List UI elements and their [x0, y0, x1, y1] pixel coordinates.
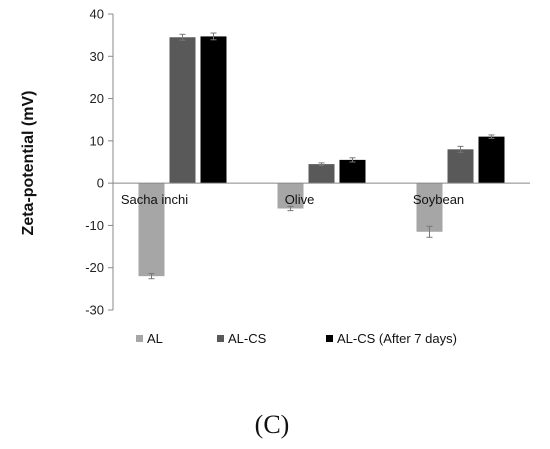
- bar: [200, 36, 227, 184]
- bar: [169, 37, 196, 184]
- category-label: Sacha inchi: [121, 192, 188, 207]
- y-tick-label: 10: [90, 133, 104, 148]
- bars: [138, 32, 505, 280]
- legend: AL AL-CS AL-CS (After 7 days): [136, 331, 457, 346]
- category-label: Soybean: [413, 192, 464, 207]
- category-labels: Sacha inchi Olive Soybean: [121, 192, 464, 207]
- bar: [339, 159, 366, 184]
- y-tick-label: -30: [85, 303, 104, 318]
- bar: [447, 149, 474, 184]
- bar: [277, 183, 304, 209]
- bar: [478, 136, 505, 184]
- panel-label: (C): [255, 410, 290, 439]
- bar: [308, 164, 335, 184]
- legend-swatch: [217, 335, 224, 342]
- legend-label: AL: [147, 331, 163, 346]
- y-tick-label: -20: [85, 260, 104, 275]
- y-tick-label: -10: [85, 218, 104, 233]
- legend-swatch: [136, 335, 143, 342]
- y-tick-label: 0: [97, 176, 104, 191]
- y-axis-title: Zeta-potential (mV): [20, 91, 37, 236]
- legend-swatch: [326, 335, 333, 342]
- legend-label: AL-CS: [228, 331, 267, 346]
- y-axis: 40 30 20 10 0 -10 -20 -30: [85, 7, 114, 318]
- category-label: Olive: [285, 192, 315, 207]
- y-tick-label: 40: [90, 7, 104, 22]
- bar: [138, 183, 165, 277]
- y-tick-label: 30: [90, 49, 104, 64]
- y-tick-label: 20: [90, 91, 104, 106]
- legend-label: AL-CS (After 7 days): [337, 331, 457, 346]
- bar: [416, 183, 443, 232]
